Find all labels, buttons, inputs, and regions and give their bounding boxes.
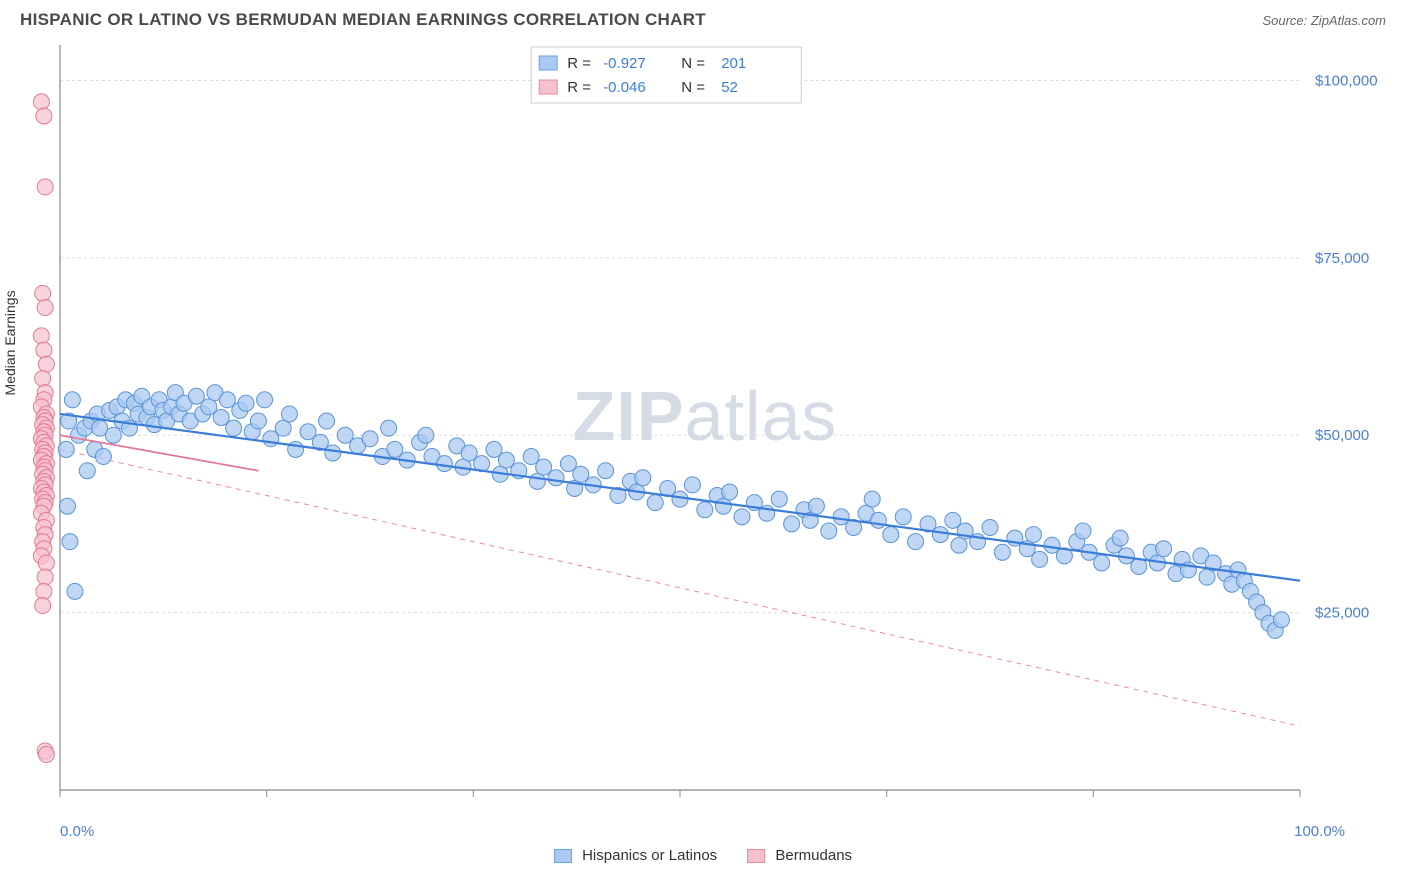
x-max-label: 100.0% — [1294, 823, 1345, 840]
source-label: Source: ZipAtlas.com — [1262, 13, 1386, 28]
y-axis-label: Median Earnings — [2, 290, 18, 395]
svg-text:$50,000: $50,000 — [1315, 427, 1369, 444]
legend-swatch-hispanic — [554, 849, 572, 863]
svg-text:201: 201 — [721, 55, 746, 72]
chart-title: HISPANIC OR LATINO VS BERMUDAN MEDIAN EA… — [20, 10, 706, 30]
svg-text:$25,000: $25,000 — [1315, 605, 1369, 622]
svg-text:R =: R = — [567, 79, 591, 96]
svg-text:N =: N = — [681, 79, 705, 96]
bottom-legend: Hispanics or Latinos Bermudans — [0, 847, 1406, 864]
svg-text:-0.927: -0.927 — [603, 55, 646, 72]
svg-text:$75,000: $75,000 — [1315, 250, 1369, 267]
x-min-label: 0.0% — [60, 823, 94, 840]
legend-item-hispanic: Hispanics or Latinos — [554, 847, 717, 864]
svg-text:-0.046: -0.046 — [603, 79, 646, 96]
svg-text:N =: N = — [681, 55, 705, 72]
scatter-chart: $25,000 $50,000 $75,000 $100,000 R = -0.927 N … — [15, 35, 1395, 845]
svg-text:52: 52 — [721, 79, 738, 96]
legend-item-bermudan: Bermudans — [747, 847, 852, 864]
legend-swatch-bermudan — [747, 849, 765, 863]
svg-text:$100,000: $100,000 — [1315, 72, 1378, 89]
svg-text:R =: R = — [567, 55, 591, 72]
